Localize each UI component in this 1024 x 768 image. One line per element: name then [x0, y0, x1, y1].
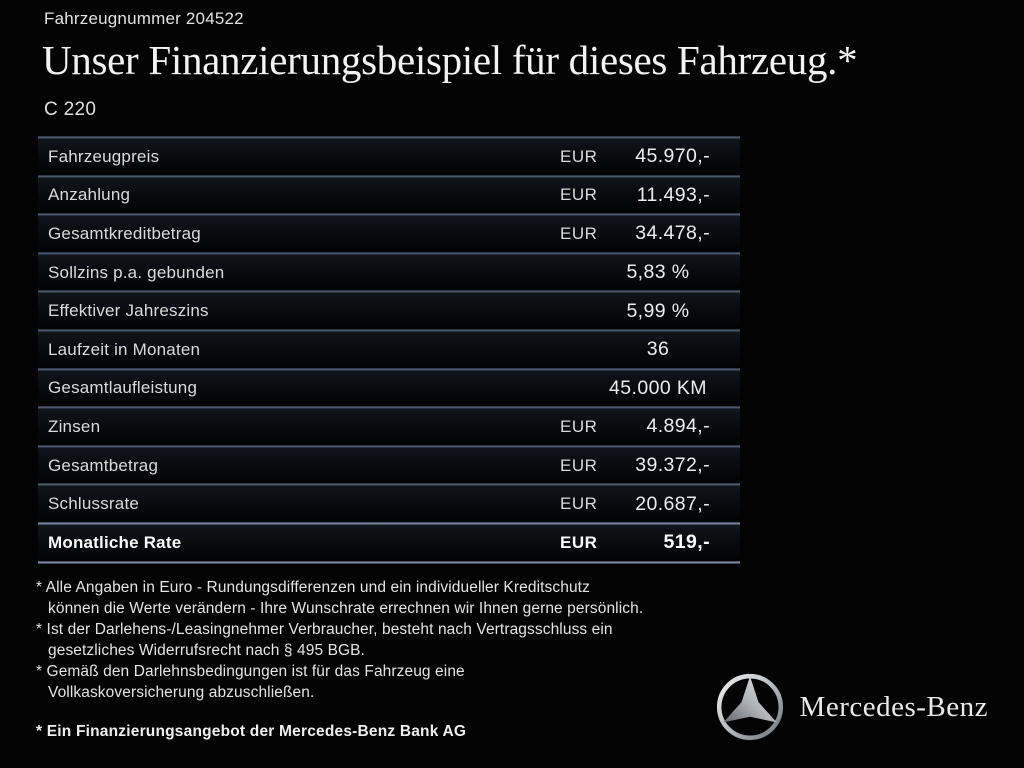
row-label: Schlussrate	[48, 494, 140, 514]
page-title: Unser Finanzierungsbeispiel für dieses F…	[42, 37, 858, 83]
row-label: Gesamtbetrag	[48, 455, 159, 475]
table-row: Fahrzeugpreis EUR 45.970,-	[38, 139, 740, 175]
currency-label: EUR	[560, 455, 598, 475]
row-value-area: EUR 39.372,-	[554, 454, 740, 477]
row-value-area: EUR 11.493,-	[554, 184, 740, 207]
currency-label: EUR	[560, 146, 598, 166]
row-separator	[38, 560, 740, 564]
row-label: Zinsen	[48, 416, 101, 436]
row-separator	[38, 367, 740, 371]
currency-label: EUR	[560, 494, 598, 514]
row-separator	[38, 483, 740, 487]
row-label: Gesamtlaufleistung	[48, 378, 198, 398]
row-value-area: EUR 34.478,-	[554, 222, 740, 245]
currency-label: EUR	[560, 532, 598, 552]
row-separator	[38, 521, 740, 525]
row-separator	[38, 174, 740, 178]
row-label: Fahrzeugpreis	[48, 146, 160, 166]
row-value-area: 36	[554, 338, 740, 361]
footnote: * Ist der Darlehens-/Leasingnehmer Verbr…	[36, 621, 613, 659]
row-value-area: EUR 519,-	[554, 531, 740, 554]
financing-offer-note: * Ein Finanzierungsangebot der Mercedes-…	[36, 723, 467, 740]
row-label: Laufzeit in Monaten	[48, 339, 201, 359]
footnote: * Gemäß den Darlehnsbedingungen ist für …	[36, 663, 465, 701]
row-value: 519,-	[663, 531, 710, 554]
row-value: 39.372,-	[635, 454, 710, 477]
row-value: 5,83 %	[626, 261, 690, 284]
row-label: Gesamtkreditbetrag	[48, 223, 201, 243]
row-value: 45.000 KM	[609, 376, 707, 399]
table-row: Anzahlung EUR 11.493,-	[38, 177, 740, 214]
table-row: Gesamtkreditbetrag EUR 34.478,-	[38, 216, 740, 252]
row-value-area: EUR 4.894,-	[554, 415, 740, 438]
table-row: Gesamtbetrag EUR 39.372,-	[38, 447, 740, 484]
brand-name: Mercedes-Benz	[799, 690, 988, 723]
footnote: * Alle Angaben in Euro - Rundungsdiffere…	[36, 579, 644, 617]
table-row: Gesamtlaufleistung 45.000 KM	[38, 370, 740, 407]
row-value: 5,99 %	[626, 299, 690, 322]
brand-footer: Mercedes-Benz	[715, 672, 988, 742]
table-row: Laufzeit in Monaten 36	[38, 331, 740, 368]
row-separator	[38, 406, 740, 410]
currency-label: EUR	[560, 416, 598, 436]
row-separator	[38, 136, 740, 139]
row-value-area: EUR 20.687,-	[554, 493, 740, 516]
row-value: 36	[646, 338, 670, 361]
row-value: 4.894,-	[646, 415, 710, 438]
footnotes: * Alle Angaben in Euro - Rundungsdiffere…	[36, 577, 760, 703]
vehicle-model: C 220	[44, 99, 97, 120]
row-label: Anzahlung	[48, 185, 131, 205]
row-separator	[38, 213, 740, 217]
table-row: Effektiver Jahreszins 5,99 %	[38, 293, 740, 329]
row-value-area: 5,99 %	[554, 300, 740, 323]
table-row: Zinsen EUR 4.894,-	[38, 409, 740, 445]
row-value: 20.687,-	[635, 492, 710, 515]
row-separator	[38, 290, 740, 294]
row-value-area: 5,83 %	[554, 261, 740, 284]
row-value: 11.493,-	[636, 183, 710, 206]
row-label: Sollzins p.a. gebunden	[48, 262, 225, 282]
row-value-area: EUR 45.970,-	[554, 145, 740, 168]
row-value: 45.970,-	[635, 145, 710, 168]
table-row: Sollzins p.a. gebunden 5,83 %	[38, 254, 740, 291]
table-row: Monatliche Rate EUR 519,-	[38, 524, 740, 561]
row-separator	[38, 444, 740, 448]
currency-label: EUR	[560, 223, 598, 243]
vehicle-number: Fahrzeugnummer 204522	[44, 9, 244, 28]
row-value-area: 45.000 KM	[554, 377, 740, 400]
row-value: 34.478,-	[635, 222, 710, 245]
table-row: Schlussrate EUR 20.687,-	[38, 486, 740, 522]
row-label: Effektiver Jahreszins	[48, 301, 209, 321]
row-separator	[38, 251, 740, 255]
row-label: Monatliche Rate	[48, 532, 182, 552]
mercedes-star-icon	[716, 673, 783, 741]
financing-table: Fahrzeugpreis EUR 45.970,- Anzahlung EUR…	[38, 136, 740, 564]
currency-label: EUR	[560, 185, 598, 205]
row-separator	[38, 328, 740, 332]
